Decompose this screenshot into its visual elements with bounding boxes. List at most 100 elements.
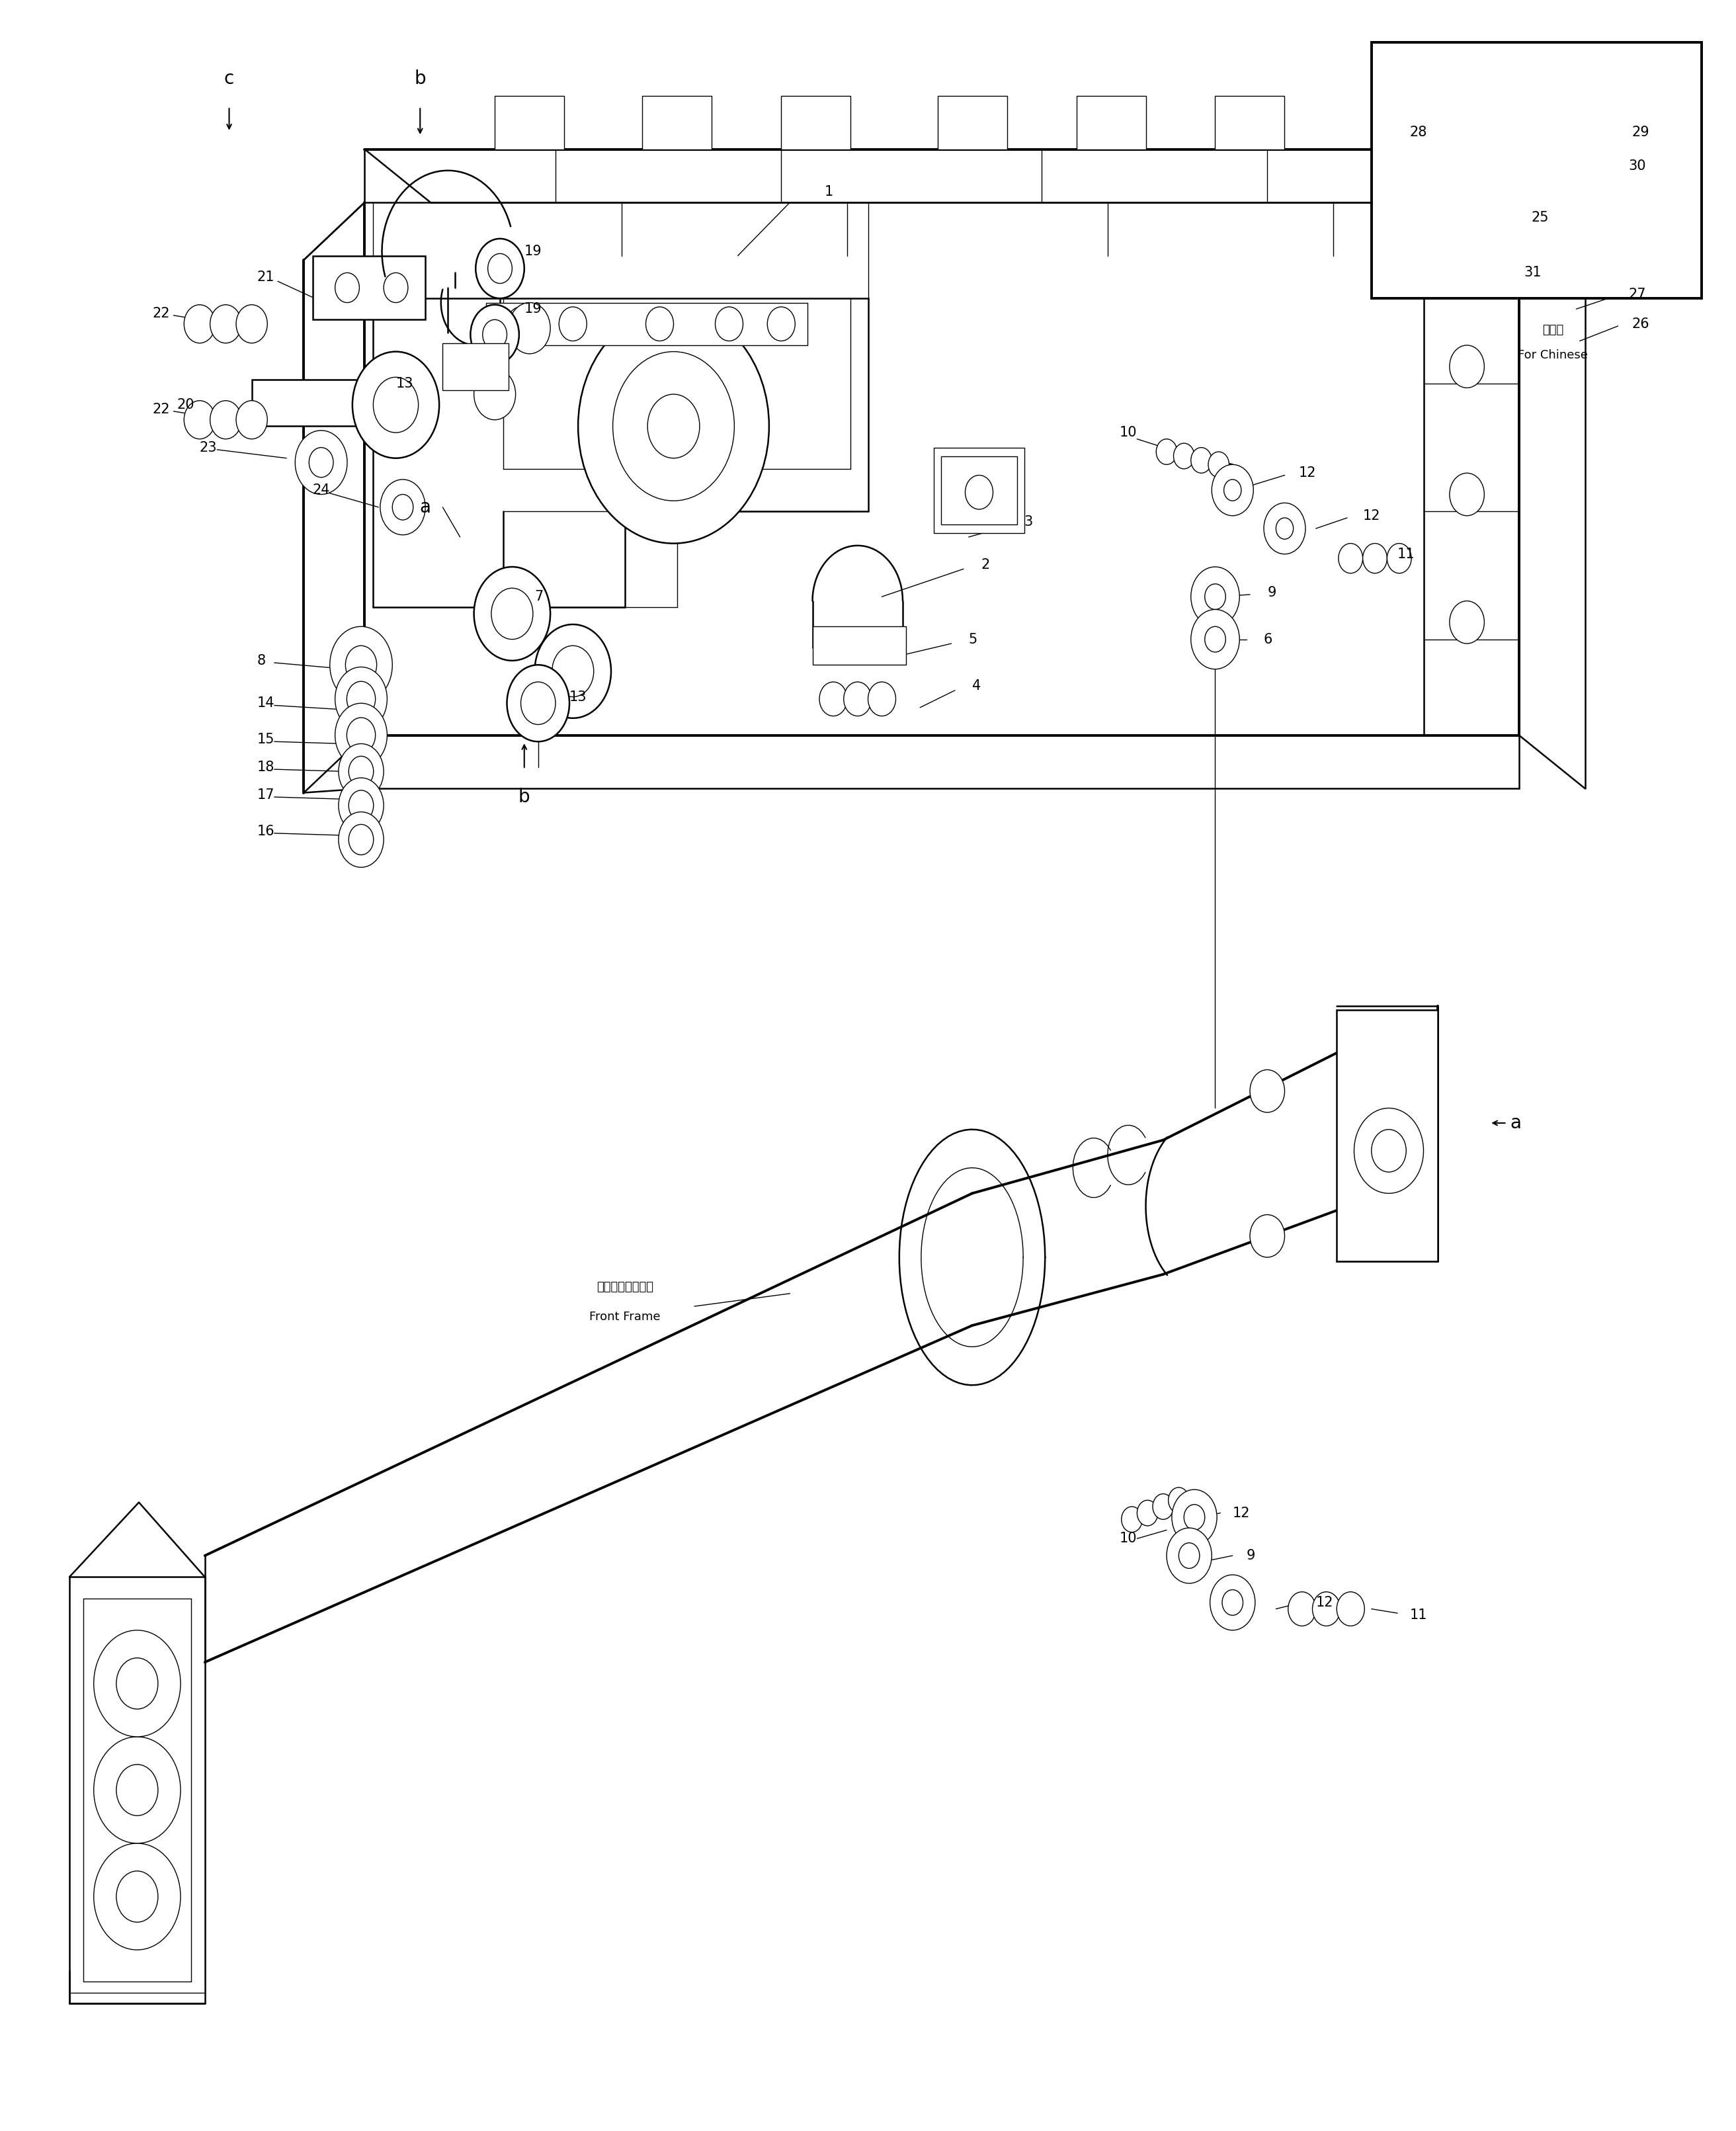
Circle shape [210,305,241,343]
Circle shape [491,588,533,639]
Circle shape [1205,584,1226,609]
Circle shape [1174,443,1194,469]
Circle shape [1153,1494,1174,1519]
Text: 12: 12 [1299,467,1316,479]
Bar [1337,1010,1437,1262]
Circle shape [1212,465,1253,516]
Circle shape [646,307,674,341]
Text: 23: 23 [200,441,217,454]
Text: 17: 17 [257,788,274,801]
Circle shape [352,352,439,458]
Text: 26: 26 [1632,318,1649,330]
Circle shape [384,388,408,418]
Text: 6: 6 [1264,633,1272,646]
Circle shape [347,718,375,752]
Text: 7: 7 [535,590,543,603]
Text: 15: 15 [257,733,274,746]
Text: 4: 4 [972,680,981,693]
Bar [937,96,1007,149]
Circle shape [392,494,413,520]
Circle shape [1250,1215,1285,1257]
Circle shape [116,1871,158,1922]
Circle shape [184,401,215,439]
Circle shape [380,479,425,535]
Circle shape [613,352,734,501]
Bar [312,256,425,320]
Bar [642,96,712,149]
Circle shape [483,320,507,349]
Text: 24: 24 [312,484,330,497]
Bar [1371,43,1701,298]
Text: 28: 28 [1410,126,1427,139]
Text: 12: 12 [1316,1596,1333,1609]
Text: 12: 12 [1363,509,1380,522]
Circle shape [648,394,700,458]
Text: 10: 10 [1120,1532,1137,1545]
Circle shape [474,567,550,661]
Bar [443,343,509,390]
Text: 2: 2 [981,558,990,571]
Circle shape [1434,170,1476,222]
Circle shape [1224,479,1241,501]
Circle shape [1434,98,1476,149]
Circle shape [94,1630,181,1737]
Circle shape [552,646,594,697]
Circle shape [507,307,535,341]
Circle shape [1288,1592,1316,1626]
Circle shape [335,667,387,731]
Circle shape [1179,1543,1200,1568]
Circle shape [535,624,611,718]
Circle shape [184,305,215,343]
Circle shape [1167,1528,1212,1583]
Circle shape [1156,439,1177,465]
Circle shape [1450,473,1484,516]
Circle shape [819,682,847,716]
Circle shape [1337,1592,1364,1626]
Text: 30: 30 [1628,160,1646,173]
Text: 27: 27 [1628,288,1646,300]
Bar [252,379,408,426]
Circle shape [578,309,769,543]
Circle shape [1371,1129,1406,1172]
Bar [812,627,906,665]
Circle shape [1338,543,1363,573]
Text: 1: 1 [825,185,833,198]
Text: b: b [415,70,425,87]
Circle shape [1191,567,1240,627]
Circle shape [1205,627,1226,652]
Text: 11: 11 [1410,1609,1427,1622]
Text: 22: 22 [153,307,170,320]
Circle shape [1512,147,1533,173]
Circle shape [1250,1070,1285,1112]
Circle shape [94,1737,181,1843]
Circle shape [521,682,556,725]
Text: 8: 8 [257,654,266,667]
Circle shape [309,448,333,477]
Circle shape [330,627,392,703]
Circle shape [349,825,373,855]
Circle shape [1476,196,1510,239]
Circle shape [1191,448,1212,473]
Text: For Chinese: For Chinese [1517,349,1588,362]
Circle shape [1208,452,1229,477]
Text: 22: 22 [153,403,170,416]
Text: 29: 29 [1632,126,1649,139]
Text: 9: 9 [1267,586,1276,599]
Circle shape [349,791,373,820]
Circle shape [116,1658,158,1709]
Circle shape [236,401,267,439]
Bar [1536,143,1557,192]
Circle shape [965,475,993,509]
Circle shape [94,1843,181,1950]
Circle shape [1363,543,1387,573]
Circle shape [868,682,896,716]
Text: 13: 13 [396,377,413,390]
Circle shape [1168,1487,1189,1513]
Circle shape [335,703,387,767]
Bar [1215,96,1285,149]
Circle shape [1210,1575,1255,1630]
Circle shape [373,377,418,433]
Circle shape [236,305,267,343]
Text: a: a [420,499,431,516]
Circle shape [1222,1590,1243,1615]
